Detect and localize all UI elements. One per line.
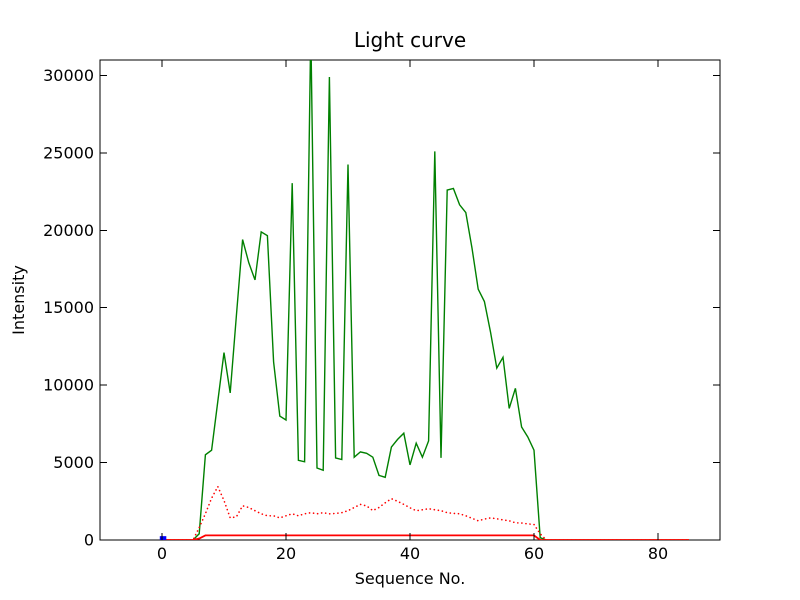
axis-ticks: 0 20 40 60 80 0 5000 10000 15000 20000 25000 30000 [43, 60, 720, 563]
y-tick-label: 5000 [53, 453, 94, 472]
series-start-marker [159, 536, 167, 540]
y-tick-label: 15000 [43, 298, 94, 317]
y-tick-label: 30000 [43, 66, 94, 85]
y-tick-label: 0 [84, 531, 94, 550]
series-baseline-level-line [162, 534, 689, 540]
chart-title: Light curve [354, 28, 466, 52]
x-tick-label: 20 [276, 544, 296, 563]
plot-area [159, 60, 690, 540]
y-tick-label: 20000 [43, 221, 94, 240]
series-object-intensity-line [162, 60, 689, 540]
x-tick-label: 60 [524, 544, 544, 563]
x-tick-label: 40 [400, 544, 420, 563]
y-axis-label: Intensity [9, 265, 28, 335]
x-tick-label: 80 [648, 544, 668, 563]
x-axis-label: Sequence No. [355, 569, 466, 588]
series-sky-background-line [161, 484, 690, 540]
y-tick-label: 25000 [43, 143, 94, 162]
y-tick-label: 10000 [43, 376, 94, 395]
x-tick-label: 0 [157, 544, 167, 563]
